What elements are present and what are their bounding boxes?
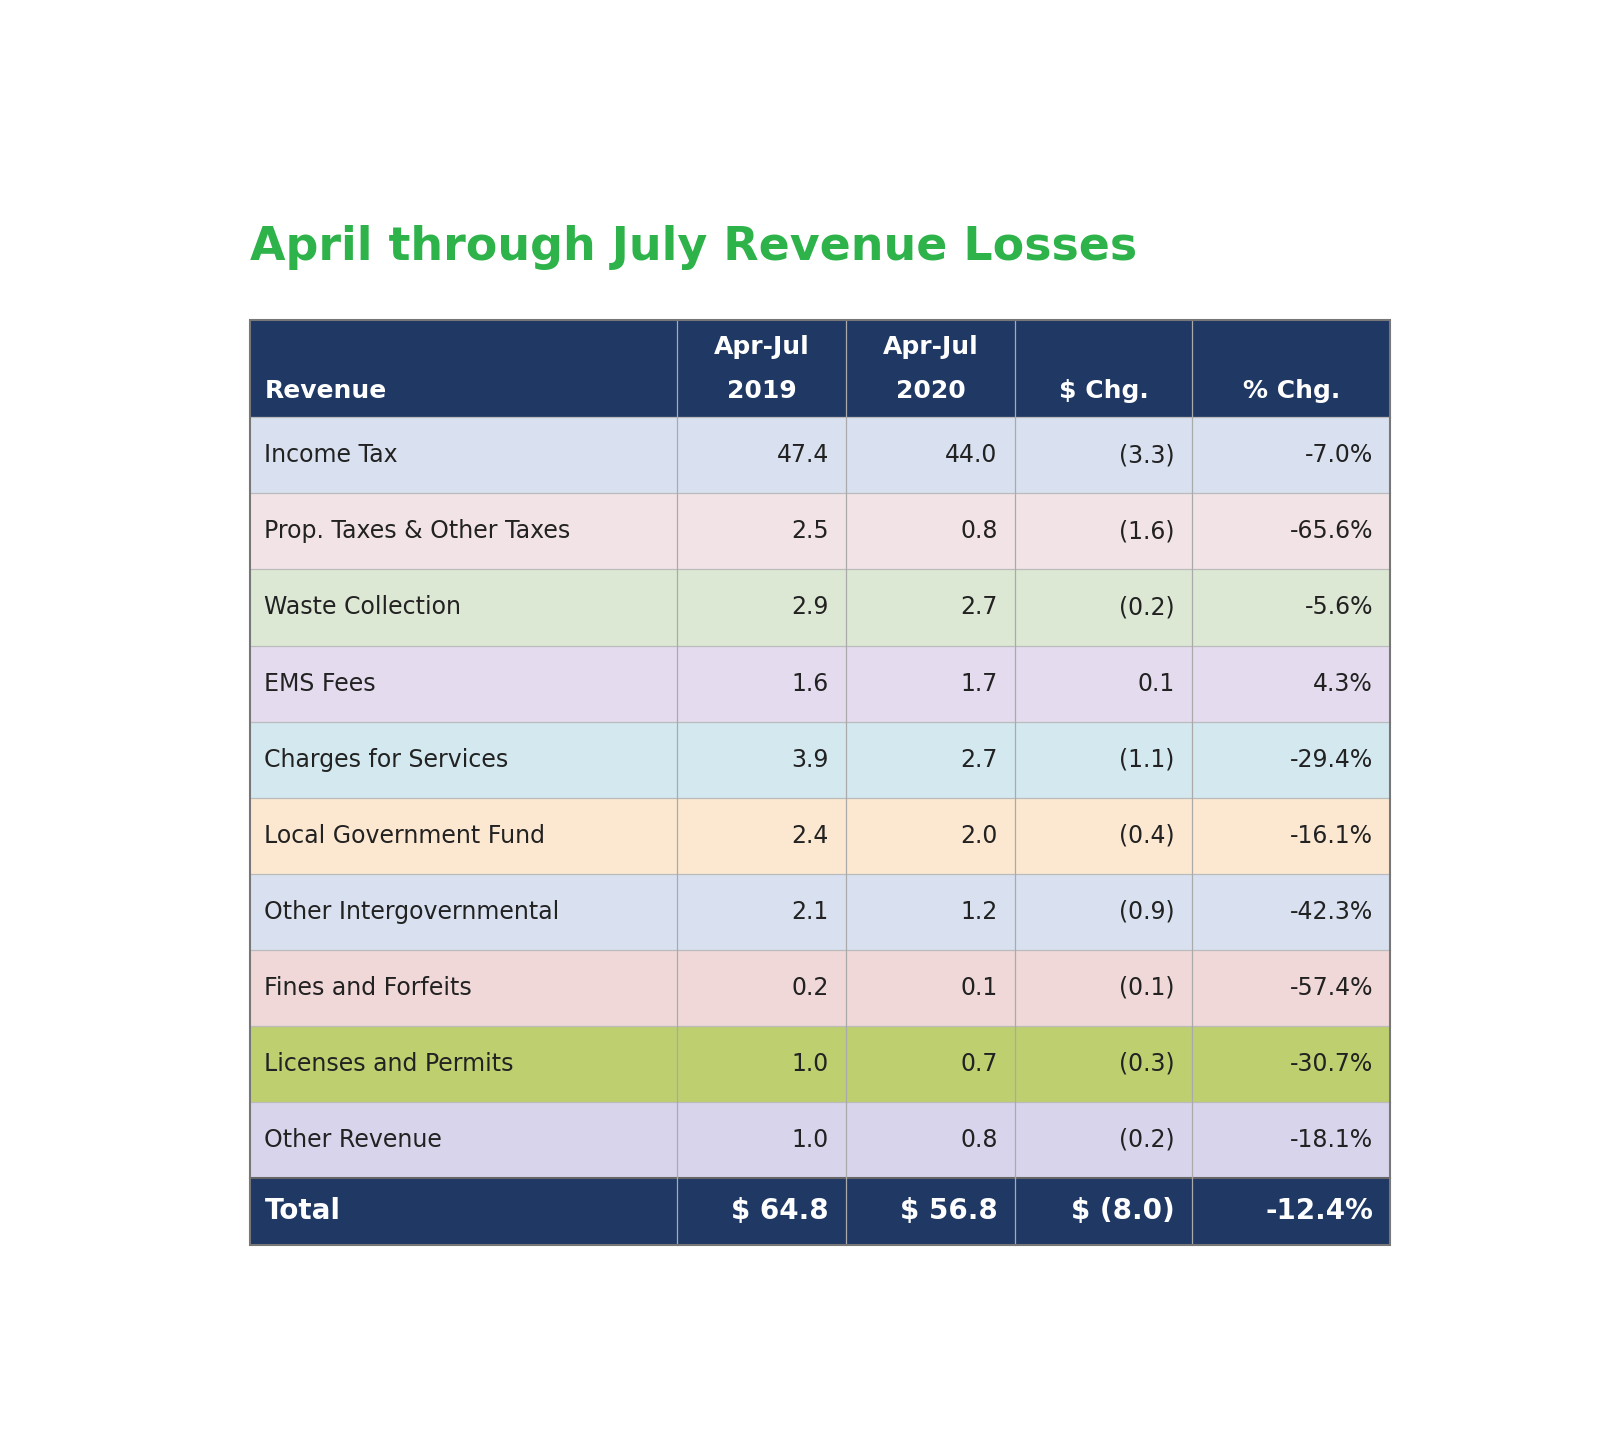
Text: Income Tax: Income Tax [264,444,398,467]
Text: (0.4): (0.4) [1118,824,1174,848]
Text: -12.4%: -12.4% [1266,1197,1373,1225]
Text: 47.4: 47.4 [776,444,829,467]
Text: Charges for Services: Charges for Services [264,748,509,771]
Bar [250,722,1390,797]
Text: (0.9): (0.9) [1118,899,1174,924]
Text: -30.7%: -30.7% [1290,1052,1373,1075]
Text: 1.7: 1.7 [960,672,998,695]
Text: $ 56.8: $ 56.8 [899,1197,998,1225]
Text: -5.6%: -5.6% [1304,595,1373,620]
Text: Apr-Jul: Apr-Jul [714,336,810,359]
Text: 1.0: 1.0 [792,1128,829,1152]
Text: 3.9: 3.9 [792,748,829,771]
Bar [250,493,1390,569]
Text: -18.1%: -18.1% [1290,1128,1373,1152]
Text: 2.4: 2.4 [792,824,829,848]
Text: April through July Revenue Losses: April through July Revenue Losses [250,226,1136,271]
Text: 2.9: 2.9 [792,595,829,620]
Text: (3.3): (3.3) [1118,444,1174,467]
Text: -57.4%: -57.4% [1290,976,1373,1000]
Text: (1.6): (1.6) [1118,519,1174,543]
Text: Fines and Forfeits: Fines and Forfeits [264,976,472,1000]
Text: Licenses and Permits: Licenses and Permits [264,1052,514,1075]
Bar [250,950,1390,1026]
Text: 0.8: 0.8 [960,1128,998,1152]
Text: 0.1: 0.1 [1138,672,1174,695]
Bar [250,1179,1390,1244]
Bar [250,320,1390,1244]
Text: 0.2: 0.2 [792,976,829,1000]
Text: 2.1: 2.1 [792,899,829,924]
Text: 2020: 2020 [896,380,965,403]
Text: 2.5: 2.5 [792,519,829,543]
Text: Revenue: Revenue [264,380,387,403]
Bar [250,1101,1390,1179]
Text: -42.3%: -42.3% [1290,899,1373,924]
Text: $ 64.8: $ 64.8 [731,1197,829,1225]
Text: 0.1: 0.1 [960,976,998,1000]
Text: 1.0: 1.0 [792,1052,829,1075]
Text: $ Chg.: $ Chg. [1059,380,1149,403]
Text: -29.4%: -29.4% [1290,748,1373,771]
Bar [250,873,1390,950]
Text: (0.2): (0.2) [1118,1128,1174,1152]
Text: 2.7: 2.7 [960,595,998,620]
Text: 2.7: 2.7 [960,748,998,771]
Text: 1.2: 1.2 [960,899,998,924]
Text: (0.2): (0.2) [1118,595,1174,620]
Text: -16.1%: -16.1% [1290,824,1373,848]
Bar [250,646,1390,722]
Text: Apr-Jul: Apr-Jul [883,336,979,359]
Text: (1.1): (1.1) [1118,748,1174,771]
Text: 44.0: 44.0 [946,444,998,467]
Text: Waste Collection: Waste Collection [264,595,461,620]
Text: Other Intergovernmental: Other Intergovernmental [264,899,560,924]
Text: 0.8: 0.8 [960,519,998,543]
Text: (0.3): (0.3) [1118,1052,1174,1075]
Text: 4.3%: 4.3% [1314,672,1373,695]
Bar [250,1026,1390,1101]
Text: 2.0: 2.0 [960,824,998,848]
Text: 1.6: 1.6 [792,672,829,695]
Text: Total: Total [264,1197,341,1225]
Text: -7.0%: -7.0% [1304,444,1373,467]
Text: -65.6%: -65.6% [1290,519,1373,543]
Text: $ (8.0): $ (8.0) [1070,1197,1174,1225]
Text: Prop. Taxes & Other Taxes: Prop. Taxes & Other Taxes [264,519,571,543]
Text: Local Government Fund: Local Government Fund [264,824,546,848]
Text: % Chg.: % Chg. [1243,380,1339,403]
Bar [250,418,1390,493]
Bar [250,797,1390,873]
Bar [250,320,1390,418]
Bar [250,569,1390,646]
Text: (0.1): (0.1) [1118,976,1174,1000]
Text: 0.7: 0.7 [960,1052,998,1075]
Text: Other Revenue: Other Revenue [264,1128,442,1152]
Text: 2019: 2019 [726,380,797,403]
Text: EMS Fees: EMS Fees [264,672,376,695]
